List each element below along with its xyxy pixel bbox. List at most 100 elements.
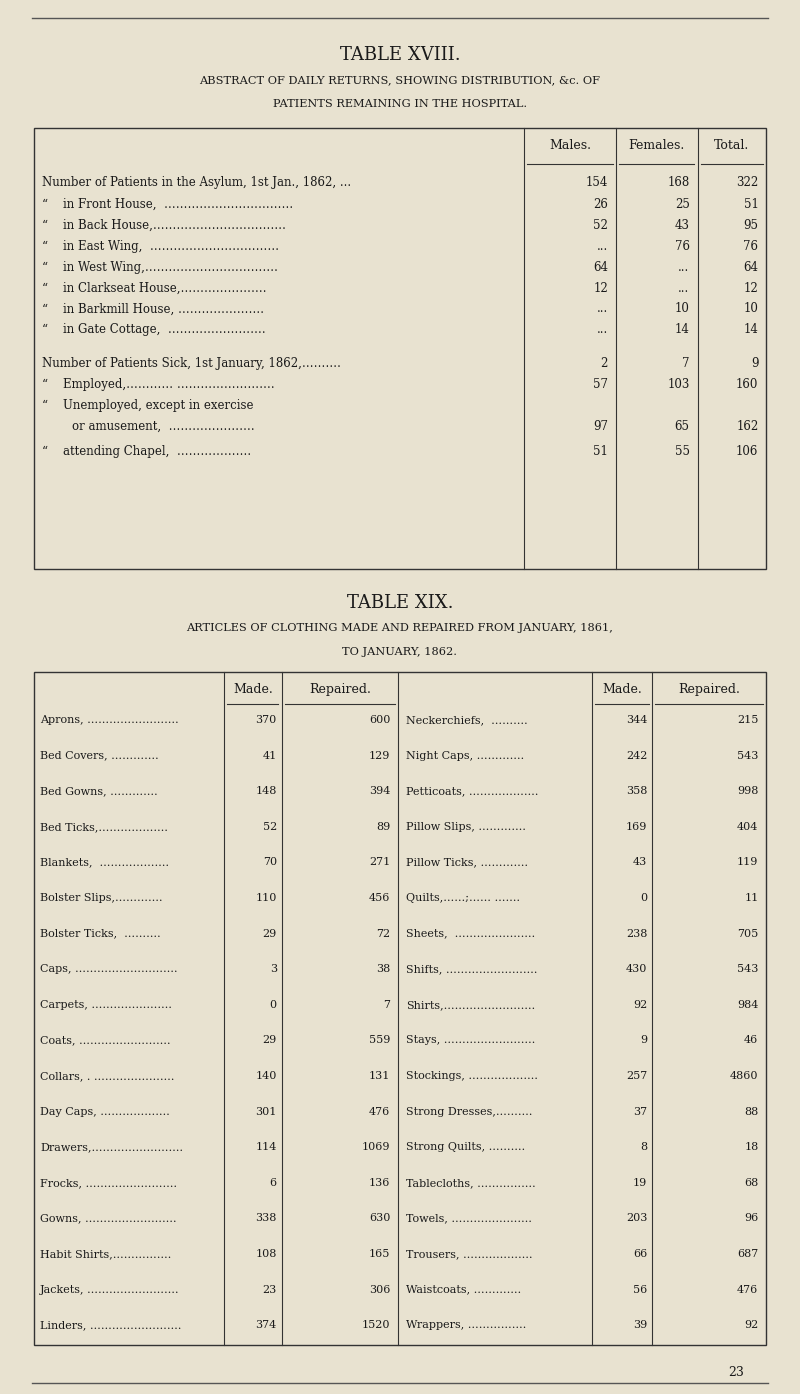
- Text: 64: 64: [593, 261, 608, 273]
- Text: 476: 476: [369, 1107, 390, 1117]
- Text: 9: 9: [751, 357, 758, 369]
- Text: Petticoats, ……………….: Petticoats, ……………….: [406, 786, 538, 796]
- Text: 106: 106: [736, 445, 758, 457]
- Text: 52: 52: [262, 822, 277, 832]
- Text: or amusement,  ………………….: or amusement, ………………….: [42, 420, 254, 432]
- Text: Night Caps, ………….: Night Caps, ………….: [406, 751, 525, 761]
- Text: 238: 238: [626, 928, 647, 938]
- Text: 344: 344: [626, 715, 647, 725]
- Text: 148: 148: [255, 786, 277, 796]
- Text: Linders, …………………….: Linders, …………………….: [40, 1320, 182, 1330]
- Text: Gowns, …………………….: Gowns, …………………….: [40, 1213, 177, 1224]
- Text: 23: 23: [728, 1366, 744, 1379]
- Text: 114: 114: [255, 1142, 277, 1153]
- Text: 543: 543: [737, 965, 758, 974]
- Text: ABSTRACT OF DAILY RETURNS, SHOWING DISTRIBUTION, &c. OF: ABSTRACT OF DAILY RETURNS, SHOWING DISTR…: [199, 75, 601, 85]
- Text: 97: 97: [593, 420, 608, 432]
- Text: ...: ...: [678, 282, 690, 294]
- Text: 18: 18: [744, 1142, 758, 1153]
- Text: 3: 3: [270, 965, 277, 974]
- Text: 14: 14: [743, 323, 758, 336]
- Text: 64: 64: [743, 261, 758, 273]
- Text: 51: 51: [593, 445, 608, 457]
- Text: Males.: Males.: [549, 139, 591, 152]
- Text: 543: 543: [737, 751, 758, 761]
- Text: 162: 162: [736, 420, 758, 432]
- Text: “    in Front House,  ……………………………: “ in Front House, ……………………………: [42, 198, 293, 210]
- Text: Quilts,……;…… …….: Quilts,……;…… …….: [406, 894, 520, 903]
- Text: 160: 160: [736, 378, 758, 390]
- Text: 7: 7: [682, 357, 690, 369]
- Text: Made.: Made.: [233, 683, 273, 696]
- Text: 52: 52: [593, 219, 608, 231]
- Text: 9: 9: [640, 1036, 647, 1046]
- Text: ...: ...: [678, 261, 690, 273]
- Text: 131: 131: [369, 1071, 390, 1080]
- Text: 39: 39: [633, 1320, 647, 1330]
- Text: “    in East Wing,  ……………………………: “ in East Wing, ……………………………: [42, 240, 278, 252]
- Text: Blankets,  ……………….: Blankets, ……………….: [40, 857, 169, 867]
- Text: 38: 38: [376, 965, 390, 974]
- Text: 14: 14: [674, 323, 690, 336]
- Text: 370: 370: [255, 715, 277, 725]
- Text: Waistcoats, ………….: Waistcoats, ………….: [406, 1284, 522, 1295]
- Text: Females.: Females.: [629, 139, 685, 152]
- Text: 404: 404: [737, 822, 758, 832]
- Text: Wrappers, …………….: Wrappers, …………….: [406, 1320, 526, 1330]
- Text: 29: 29: [262, 928, 277, 938]
- Text: Bolster Ticks,  ……….: Bolster Ticks, ……….: [40, 928, 161, 938]
- Text: “    in Clarkseat House,………………….: “ in Clarkseat House,………………….: [42, 282, 266, 294]
- Text: “    in West Wing,…………………………….: “ in West Wing,…………………………….: [42, 261, 278, 273]
- Text: 88: 88: [744, 1107, 758, 1117]
- Text: TABLE XIX.: TABLE XIX.: [346, 594, 454, 612]
- Text: Aprons, …………………….: Aprons, …………………….: [40, 715, 178, 725]
- Text: Tablecloths, …………….: Tablecloths, …………….: [406, 1178, 536, 1188]
- Text: 687: 687: [737, 1249, 758, 1259]
- Text: 984: 984: [737, 999, 758, 1009]
- Text: 203: 203: [626, 1213, 647, 1224]
- Text: 338: 338: [255, 1213, 277, 1224]
- Text: Frocks, …………………….: Frocks, …………………….: [40, 1178, 177, 1188]
- Text: Stays, …………………….: Stays, …………………….: [406, 1036, 536, 1046]
- Text: Pillow Ticks, ………….: Pillow Ticks, ………….: [406, 857, 528, 867]
- Text: Shirts,…………………….: Shirts,…………………….: [406, 999, 535, 1009]
- Text: 92: 92: [633, 999, 647, 1009]
- Text: 705: 705: [737, 928, 758, 938]
- Text: Coats, …………………….: Coats, …………………….: [40, 1036, 170, 1046]
- Text: Habit Shirts,…………….: Habit Shirts,…………….: [40, 1249, 171, 1259]
- Text: Pillow Slips, ………….: Pillow Slips, ………….: [406, 822, 526, 832]
- Text: 76: 76: [743, 240, 758, 252]
- Text: Drawers,…………………….: Drawers,…………………….: [40, 1142, 183, 1153]
- Text: 169: 169: [626, 822, 647, 832]
- Text: Collars, . ………………….: Collars, . ………………….: [40, 1071, 174, 1080]
- Text: 57: 57: [593, 378, 608, 390]
- Text: 430: 430: [626, 965, 647, 974]
- Text: 998: 998: [737, 786, 758, 796]
- Text: 19: 19: [633, 1178, 647, 1188]
- Text: 358: 358: [626, 786, 647, 796]
- Text: 600: 600: [369, 715, 390, 725]
- Text: 271: 271: [369, 857, 390, 867]
- Text: 41: 41: [262, 751, 277, 761]
- Text: 95: 95: [743, 219, 758, 231]
- Text: 23: 23: [262, 1284, 277, 1295]
- Text: 76: 76: [674, 240, 690, 252]
- Text: 66: 66: [633, 1249, 647, 1259]
- Text: 215: 215: [737, 715, 758, 725]
- Text: “    Employed,………… …………………….: “ Employed,………… …………………….: [42, 378, 274, 390]
- Text: 26: 26: [593, 198, 608, 210]
- Text: 51: 51: [743, 198, 758, 210]
- Text: 12: 12: [744, 282, 758, 294]
- Text: PATIENTS REMAINING IN THE HOSPITAL.: PATIENTS REMAINING IN THE HOSPITAL.: [273, 99, 527, 109]
- Text: ...: ...: [597, 323, 608, 336]
- Text: Day Caps, ……………….: Day Caps, ……………….: [40, 1107, 170, 1117]
- Text: Carpets, ………………….: Carpets, ………………….: [40, 999, 172, 1009]
- Text: ARTICLES OF CLOTHING MADE AND REPAIRED FROM JANUARY, 1861,: ARTICLES OF CLOTHING MADE AND REPAIRED F…: [186, 623, 614, 633]
- Text: 630: 630: [369, 1213, 390, 1224]
- Text: 68: 68: [744, 1178, 758, 1188]
- Text: 46: 46: [744, 1036, 758, 1046]
- Text: Total.: Total.: [714, 139, 750, 152]
- Text: 129: 129: [369, 751, 390, 761]
- Text: 10: 10: [743, 302, 758, 315]
- Text: 119: 119: [737, 857, 758, 867]
